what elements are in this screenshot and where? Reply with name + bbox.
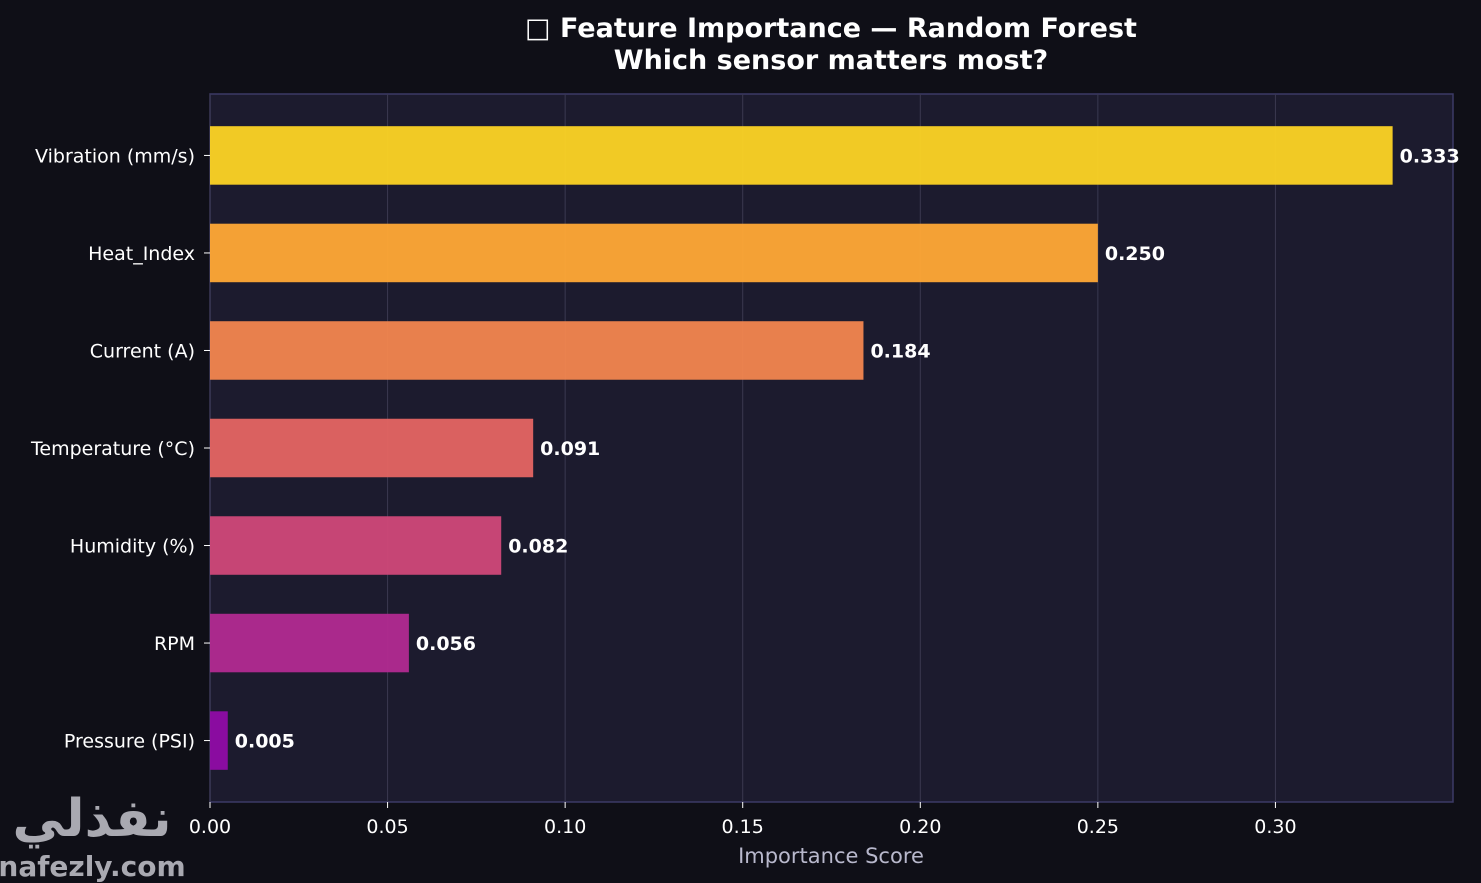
data-label: 0.056: [416, 633, 476, 655]
y-tick-label: Vibration (mm/s): [35, 145, 195, 167]
x-tick-label: 0.15: [722, 816, 764, 838]
data-label: 0.333: [1400, 145, 1460, 167]
x-tick-label: 0.10: [544, 816, 586, 838]
chart-subtitle: Which sensor matters most?: [614, 45, 1048, 76]
bar: [210, 126, 1393, 185]
watermark-latin: nafezly.com: [0, 850, 186, 883]
bar: [210, 613, 409, 673]
chart-title: □ Feature Importance — Random Forest: [525, 13, 1137, 44]
y-tick-label: Current (A): [90, 340, 195, 362]
y-tick-label: Heat_Index: [88, 243, 195, 265]
watermark-logo: نفذلي nafezly.com: [0, 789, 186, 883]
x-tick-label: 0.00: [189, 816, 231, 838]
bar: [210, 516, 502, 575]
y-tick-label: Temperature (°C): [30, 438, 195, 460]
data-label: 0.250: [1105, 243, 1165, 265]
x-tick-label: 0.30: [1254, 816, 1296, 838]
watermark-arabic: نفذلي: [12, 789, 171, 849]
x-tick-label: 0.25: [1077, 816, 1119, 838]
bar: [210, 321, 864, 380]
y-tick-label: Humidity (%): [70, 536, 195, 558]
data-label: 0.082: [508, 536, 568, 558]
data-label: 0.184: [870, 340, 930, 362]
data-label: 0.091: [540, 438, 600, 460]
y-tick-label: Pressure (PSI): [64, 731, 195, 753]
x-tick-label: 0.20: [899, 816, 941, 838]
data-label: 0.005: [235, 731, 295, 753]
x-tick-label: 0.05: [366, 816, 408, 838]
y-tick-label: RPM: [154, 633, 195, 655]
bar: [210, 223, 1098, 283]
x-axis-label: Importance Score: [738, 844, 924, 868]
bar: [210, 418, 534, 478]
bar: [210, 711, 228, 770]
